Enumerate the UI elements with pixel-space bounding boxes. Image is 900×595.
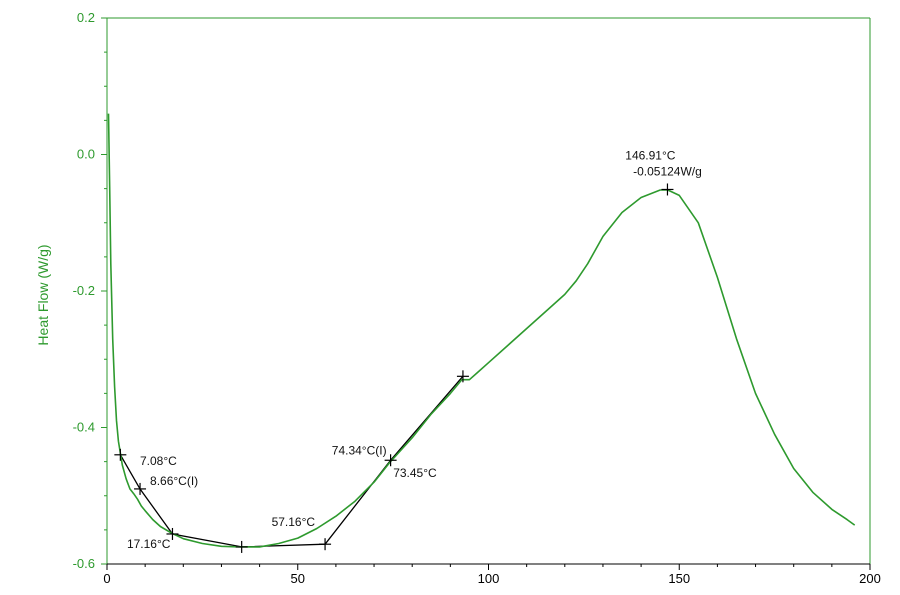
cross-marker [235, 540, 248, 553]
annotations: 7.08°C 8.66°C(I) 17.16°C 57.16°C 74.34°C(I) 7… [127, 148, 702, 550]
construction-line [119, 454, 326, 548]
y-axis-title: Heat Flow (W/g) [35, 244, 51, 345]
y-tick-label: 0.2 [77, 10, 95, 25]
x-tick-label: 200 [859, 571, 881, 586]
cross-marker [114, 448, 127, 461]
cross-marker [384, 454, 397, 467]
x-tick-label: 0 [103, 571, 110, 586]
x-tick-label: 100 [478, 571, 500, 586]
plot-frame [107, 17, 871, 564]
x-tick-label: 150 [668, 571, 690, 586]
x-tick-label: 50 [291, 571, 305, 586]
annotation-label: 8.66°C(I) [150, 474, 198, 488]
annotation-label: 7.08°C [140, 454, 177, 468]
cross-marker [661, 183, 674, 196]
x-axis: 0 50 100 150 200 [103, 563, 881, 586]
cross-marker [134, 482, 147, 495]
annotation-label: 74.34°C(I) [332, 443, 387, 457]
annotation-label: 57.16°C [272, 515, 316, 529]
y-tick-label: -0.4 [73, 420, 95, 435]
point-markers [114, 183, 674, 553]
annotation-label: 146.91°C [625, 148, 676, 162]
y-tick-label: -0.2 [73, 283, 95, 298]
cross-marker [456, 370, 469, 383]
y-axis: 0.2 0.0 -0.2 -0.4 -0.6 [73, 10, 108, 571]
cross-marker [319, 538, 332, 551]
y-tick-label: -0.6 [73, 556, 95, 571]
annotation-label: 17.16°C [127, 537, 171, 551]
y-tick-label: 0.0 [77, 147, 95, 162]
heat-flow-line [107, 113, 856, 548]
cross-marker [166, 527, 179, 540]
annotation-label: 73.45°C [393, 466, 437, 480]
heat-flow-series [107, 113, 856, 548]
annotation-label: -0.05124W/g [633, 164, 702, 178]
